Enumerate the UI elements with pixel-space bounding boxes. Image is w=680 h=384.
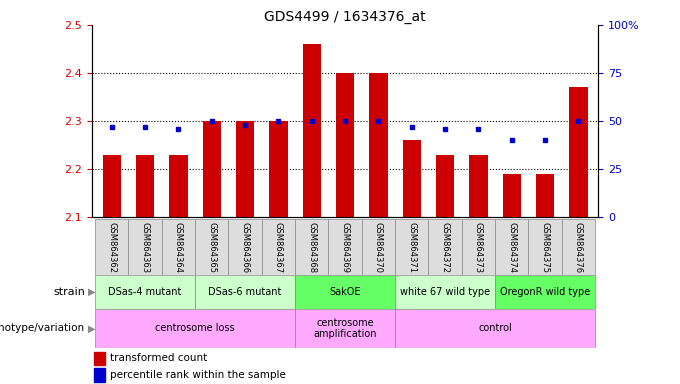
Bar bbox=[169, 155, 188, 217]
Bar bbox=[95, 369, 105, 382]
Text: GSM864372: GSM864372 bbox=[441, 222, 449, 273]
Bar bbox=[129, 219, 162, 275]
Text: GSM864368: GSM864368 bbox=[307, 222, 316, 273]
Bar bbox=[362, 219, 395, 275]
Bar bbox=[295, 219, 328, 275]
Text: GSM864366: GSM864366 bbox=[241, 222, 250, 273]
Bar bbox=[436, 155, 454, 217]
Text: SakOE: SakOE bbox=[329, 287, 361, 297]
Text: GSM864367: GSM864367 bbox=[274, 222, 283, 273]
Text: control: control bbox=[478, 323, 512, 333]
Text: GSM864365: GSM864365 bbox=[207, 222, 216, 273]
Text: OregonR wild type: OregonR wild type bbox=[500, 287, 590, 297]
Text: ▶: ▶ bbox=[88, 287, 96, 297]
Bar bbox=[195, 219, 228, 275]
Text: genotype/variation: genotype/variation bbox=[0, 323, 85, 333]
Text: white 67 wild type: white 67 wild type bbox=[400, 287, 490, 297]
Text: centrosome
amplification: centrosome amplification bbox=[313, 318, 377, 339]
Bar bbox=[228, 219, 262, 275]
Bar bbox=[262, 219, 295, 275]
Text: DSas-4 mutant: DSas-4 mutant bbox=[108, 287, 182, 297]
Text: GSM864364: GSM864364 bbox=[174, 222, 183, 273]
Text: GSM864369: GSM864369 bbox=[341, 222, 350, 273]
Bar bbox=[562, 219, 595, 275]
Bar bbox=[536, 174, 554, 217]
Bar bbox=[95, 352, 105, 365]
Text: GSM864374: GSM864374 bbox=[507, 222, 516, 273]
Bar bbox=[136, 155, 154, 217]
Text: GSM864363: GSM864363 bbox=[141, 222, 150, 273]
Bar bbox=[495, 275, 595, 309]
Bar bbox=[203, 121, 221, 217]
Bar bbox=[369, 73, 388, 217]
Bar bbox=[103, 155, 121, 217]
Bar bbox=[295, 309, 395, 348]
Bar bbox=[569, 88, 588, 217]
Bar bbox=[503, 174, 521, 217]
Bar bbox=[328, 219, 362, 275]
Bar bbox=[528, 219, 562, 275]
Bar bbox=[95, 275, 195, 309]
Bar bbox=[395, 219, 428, 275]
Bar bbox=[95, 219, 129, 275]
Bar bbox=[428, 219, 462, 275]
Bar bbox=[295, 275, 395, 309]
Text: percentile rank within the sample: percentile rank within the sample bbox=[109, 370, 286, 380]
Text: GSM864370: GSM864370 bbox=[374, 222, 383, 273]
Bar bbox=[495, 219, 528, 275]
Text: centrosome loss: centrosome loss bbox=[155, 323, 235, 333]
Title: GDS4499 / 1634376_at: GDS4499 / 1634376_at bbox=[265, 10, 426, 24]
Text: GSM864376: GSM864376 bbox=[574, 222, 583, 273]
Text: ▶: ▶ bbox=[88, 323, 96, 333]
Bar bbox=[462, 219, 495, 275]
Bar bbox=[469, 155, 488, 217]
Text: DSas-6 mutant: DSas-6 mutant bbox=[209, 287, 282, 297]
Text: GSM864371: GSM864371 bbox=[407, 222, 416, 273]
Bar bbox=[162, 219, 195, 275]
Bar bbox=[236, 121, 254, 217]
Bar bbox=[303, 44, 321, 217]
Text: GSM864373: GSM864373 bbox=[474, 222, 483, 273]
Bar bbox=[403, 140, 421, 217]
Bar bbox=[395, 309, 595, 348]
Bar bbox=[269, 121, 288, 217]
Text: GSM864375: GSM864375 bbox=[541, 222, 549, 273]
Text: strain: strain bbox=[53, 287, 85, 297]
Bar bbox=[195, 275, 295, 309]
Bar bbox=[95, 309, 295, 348]
Text: transformed count: transformed count bbox=[109, 353, 207, 363]
Bar bbox=[336, 73, 354, 217]
Bar bbox=[395, 275, 495, 309]
Text: GSM864362: GSM864362 bbox=[107, 222, 116, 273]
